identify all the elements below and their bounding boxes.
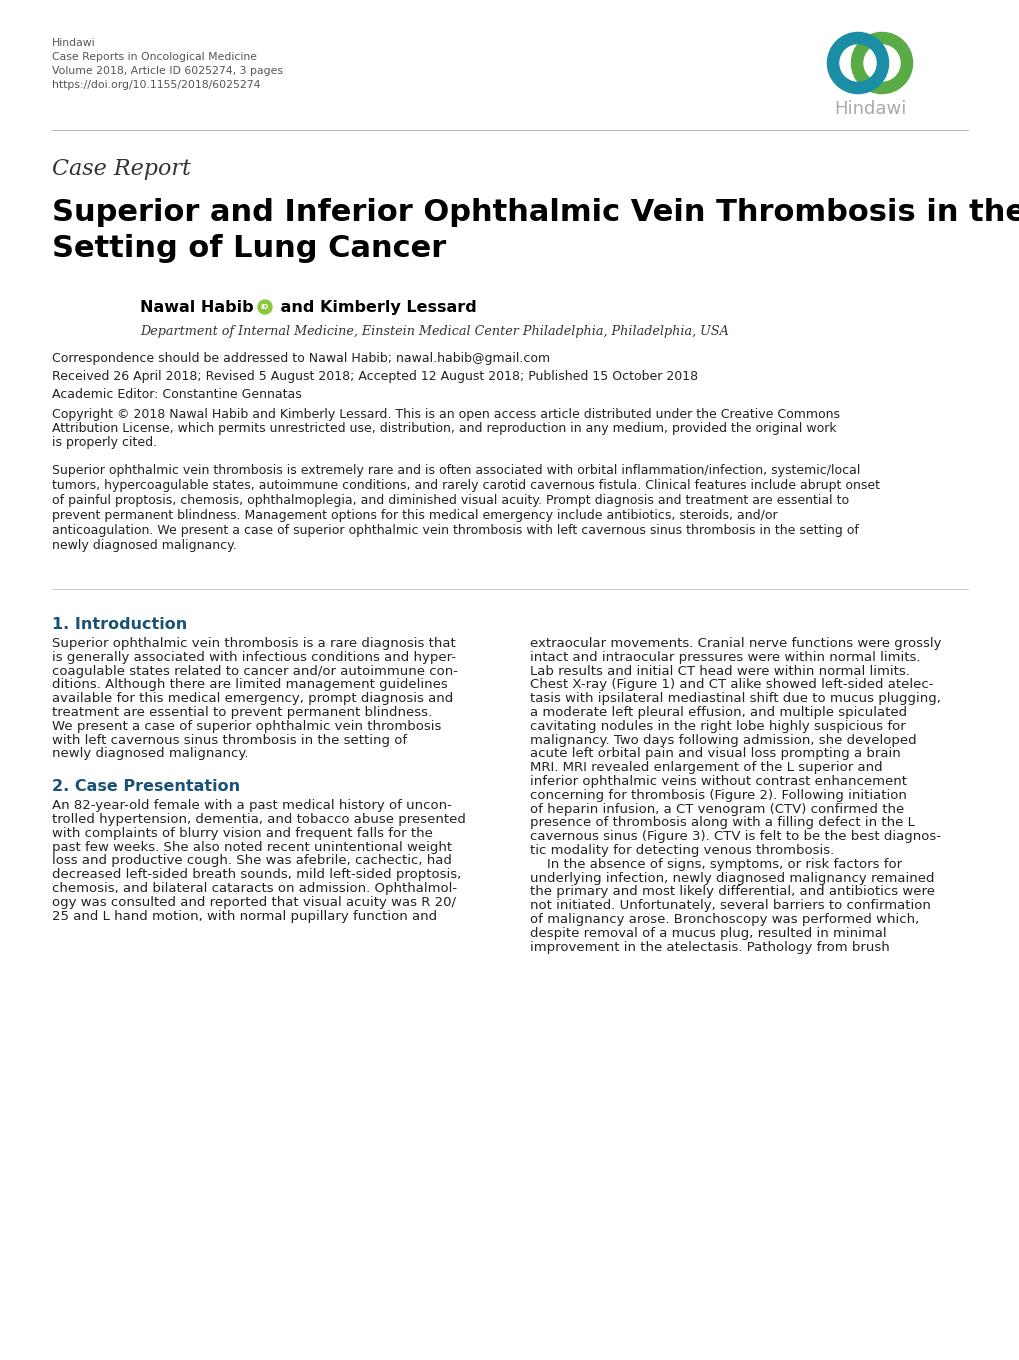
Text: ogy was consulted and reported that visual acuity was R 20/: ogy was consulted and reported that visu… [52, 896, 455, 908]
Text: underlying infection, newly diagnosed malignancy remained: underlying infection, newly diagnosed ma… [530, 872, 933, 884]
Text: the primary and most likely differential, and antibiotics were: the primary and most likely differential… [530, 885, 934, 899]
Text: Superior ophthalmic vein thrombosis is a rare diagnosis that: Superior ophthalmic vein thrombosis is a… [52, 636, 455, 650]
Text: cavernous sinus (Figure 3). CTV is felt to be the best diagnos-: cavernous sinus (Figure 3). CTV is felt … [530, 830, 941, 843]
Text: Case Reports in Oncological Medicine: Case Reports in Oncological Medicine [52, 52, 257, 63]
Text: intact and intraocular pressures were within normal limits.: intact and intraocular pressures were wi… [530, 651, 919, 664]
Text: Copyright © 2018 Nawal Habib and Kimberly Lessard. This is an open access articl: Copyright © 2018 Nawal Habib and Kimberl… [52, 408, 840, 422]
Text: a moderate left pleural effusion, and multiple spiculated: a moderate left pleural effusion, and mu… [530, 706, 906, 719]
Text: newly diagnosed malignancy.: newly diagnosed malignancy. [52, 539, 236, 552]
Text: extraocular movements. Cranial nerve functions were grossly: extraocular movements. Cranial nerve fun… [530, 636, 941, 650]
Text: coagulable states related to cancer and/or autoimmune con-: coagulable states related to cancer and/… [52, 665, 458, 677]
Text: Hindawi: Hindawi [52, 38, 96, 48]
Text: tumors, hypercoagulable states, autoimmune conditions, and rarely carotid cavern: tumors, hypercoagulable states, autoimmu… [52, 479, 879, 492]
Text: decreased left-sided breath sounds, mild left-sided proptosis,: decreased left-sided breath sounds, mild… [52, 868, 461, 881]
Text: concerning for thrombosis (Figure 2). Following initiation: concerning for thrombosis (Figure 2). Fo… [530, 789, 906, 802]
Text: Superior and Inferior Ophthalmic Vein Thrombosis in the: Superior and Inferior Ophthalmic Vein Th… [52, 199, 1019, 227]
Text: inferior ophthalmic veins without contrast enhancement: inferior ophthalmic veins without contra… [530, 775, 906, 787]
Text: newly diagnosed malignancy.: newly diagnosed malignancy. [52, 748, 249, 760]
Text: Case Report: Case Report [52, 158, 191, 180]
Text: Received 26 April 2018; Revised 5 August 2018; Accepted 12 August 2018; Publishe: Received 26 April 2018; Revised 5 August… [52, 370, 697, 384]
Text: https://doi.org/10.1155/2018/6025274: https://doi.org/10.1155/2018/6025274 [52, 80, 260, 90]
Text: Volume 2018, Article ID 6025274, 3 pages: Volume 2018, Article ID 6025274, 3 pages [52, 67, 282, 76]
Text: Lab results and initial CT head were within normal limits.: Lab results and initial CT head were wit… [530, 665, 909, 677]
Text: 25 and L hand motion, with normal pupillary function and: 25 and L hand motion, with normal pupill… [52, 910, 437, 922]
Text: and Kimberly Lessard: and Kimberly Lessard [275, 301, 476, 316]
Text: chemosis, and bilateral cataracts on admission. Ophthalmol-: chemosis, and bilateral cataracts on adm… [52, 883, 457, 895]
Text: Department of Internal Medicine, Einstein Medical Center Philadelphia, Philadelp: Department of Internal Medicine, Einstei… [140, 325, 729, 339]
Text: of malignancy arose. Bronchoscopy was performed which,: of malignancy arose. Bronchoscopy was pe… [530, 913, 918, 926]
Text: We present a case of superior ophthalmic vein thrombosis: We present a case of superior ophthalmic… [52, 719, 441, 733]
Text: available for this medical emergency, prompt diagnosis and: available for this medical emergency, pr… [52, 692, 452, 706]
Text: anticoagulation. We present a case of superior ophthalmic vein thrombosis with l: anticoagulation. We present a case of su… [52, 524, 858, 537]
Text: trolled hypertension, dementia, and tobacco abuse presented: trolled hypertension, dementia, and toba… [52, 813, 466, 826]
Text: 1. Introduction: 1. Introduction [52, 617, 187, 632]
Text: tic modality for detecting venous thrombosis.: tic modality for detecting venous thromb… [530, 845, 834, 857]
Text: not initiated. Unfortunately, several barriers to confirmation: not initiated. Unfortunately, several ba… [530, 899, 930, 913]
Text: Setting of Lung Cancer: Setting of Lung Cancer [52, 234, 446, 262]
Text: ditions. Although there are limited management guidelines: ditions. Although there are limited mana… [52, 679, 447, 691]
Text: Superior ophthalmic vein thrombosis is extremely rare and is often associated wi: Superior ophthalmic vein thrombosis is e… [52, 464, 860, 477]
Text: loss and productive cough. She was afebrile, cachectic, had: loss and productive cough. She was afebr… [52, 854, 451, 868]
Text: iD: iD [261, 305, 269, 310]
Text: tasis with ipsilateral mediastinal shift due to mucus plugging,: tasis with ipsilateral mediastinal shift… [530, 692, 940, 706]
Text: presence of thrombosis along with a filling defect in the L: presence of thrombosis along with a fill… [530, 816, 914, 830]
Text: Chest X-ray (Figure 1) and CT alike showed left-sided atelec-: Chest X-ray (Figure 1) and CT alike show… [530, 679, 932, 691]
Text: of painful proptosis, chemosis, ophthalmoplegia, and diminished visual acuity. P: of painful proptosis, chemosis, ophthalm… [52, 494, 848, 507]
Text: of heparin infusion, a CT venogram (CTV) confirmed the: of heparin infusion, a CT venogram (CTV)… [530, 802, 904, 816]
Text: cavitating nodules in the right lobe highly suspicious for: cavitating nodules in the right lobe hig… [530, 719, 905, 733]
Text: 2. Case Presentation: 2. Case Presentation [52, 779, 239, 794]
Text: with complaints of blurry vision and frequent falls for the: with complaints of blurry vision and fre… [52, 827, 432, 840]
Text: treatment are essential to prevent permanent blindness.: treatment are essential to prevent perma… [52, 706, 432, 719]
Text: In the absence of signs, symptoms, or risk factors for: In the absence of signs, symptoms, or ri… [530, 858, 901, 870]
Text: Correspondence should be addressed to Nawal Habib; nawal.habib@gmail.com: Correspondence should be addressed to Na… [52, 352, 549, 364]
Text: improvement in the atelectasis. Pathology from brush: improvement in the atelectasis. Patholog… [530, 941, 889, 953]
Text: Academic Editor: Constantine Gennatas: Academic Editor: Constantine Gennatas [52, 388, 302, 401]
Text: prevent permanent blindness. Management options for this medical emergency inclu: prevent permanent blindness. Management … [52, 509, 776, 522]
Circle shape [258, 301, 272, 314]
Text: past few weeks. She also noted recent unintentional weight: past few weeks. She also noted recent un… [52, 840, 451, 854]
Text: acute left orbital pain and visual loss prompting a brain: acute left orbital pain and visual loss … [530, 748, 900, 760]
Text: An 82-year-old female with a past medical history of uncon-: An 82-year-old female with a past medica… [52, 800, 451, 812]
Text: is generally associated with infectious conditions and hyper-: is generally associated with infectious … [52, 651, 455, 664]
Text: Nawal Habib: Nawal Habib [140, 301, 254, 316]
Text: is properly cited.: is properly cited. [52, 437, 157, 449]
Text: MRI. MRI revealed enlargement of the L superior and: MRI. MRI revealed enlargement of the L s… [530, 762, 881, 774]
Text: Attribution License, which permits unrestricted use, distribution, and reproduct: Attribution License, which permits unres… [52, 422, 836, 435]
Text: Hindawi: Hindawi [833, 101, 905, 118]
Text: with left cavernous sinus thrombosis in the setting of: with left cavernous sinus thrombosis in … [52, 733, 407, 747]
Text: despite removal of a mucus plug, resulted in minimal: despite removal of a mucus plug, resulte… [530, 926, 886, 940]
Text: malignancy. Two days following admission, she developed: malignancy. Two days following admission… [530, 733, 916, 747]
